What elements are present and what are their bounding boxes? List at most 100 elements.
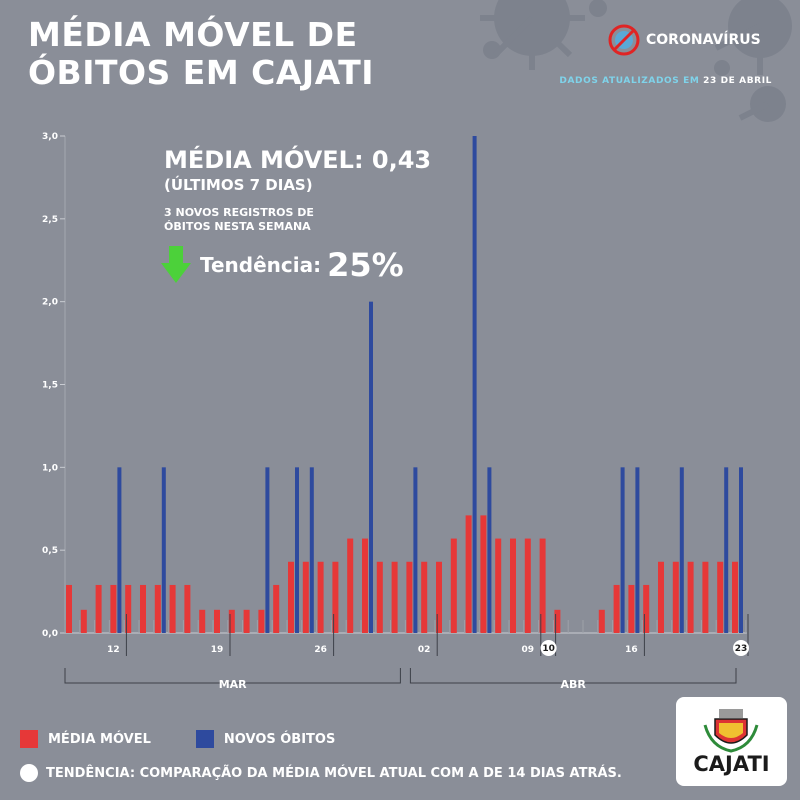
moving-average-bar [450,538,457,633]
x-tick-label: 09 [522,645,535,655]
new-deaths-bar [117,467,122,633]
new-deaths-bar [487,467,492,633]
y-tick-label: 2,5 [42,215,58,225]
coronavirus-badge: CORONAVÍRUS [608,24,761,56]
moving-average-bar [140,584,146,633]
moving-average-bar [288,561,294,633]
y-tick-label: 1,0 [42,463,58,473]
moving-average-bar [421,561,428,633]
moving-average-bar [110,584,117,633]
new-deaths-bar [413,467,418,633]
moving-average-bar [672,561,679,633]
moving-average-bar [465,515,472,633]
moving-average-bar [95,584,102,633]
x-tick-label: 19 [211,645,224,655]
legend-label-moving-average: MÉDIA MÓVEL [48,731,151,747]
moving-average-bar [214,609,220,633]
month-bracket [64,668,401,684]
x-tick-label: 26 [314,645,327,655]
logo-name: CAJATI [693,752,770,776]
moving-average-bar [391,561,398,633]
updated-date: DADOS ATUALIZADOS EM 23 DE ABRIL [559,76,772,86]
moving-average-bar [347,538,354,633]
moving-average-bar [258,609,265,633]
x-tick-label: 23 [735,644,748,654]
moving-average-bar [332,561,339,633]
no-virus-icon [608,24,640,56]
moving-average-bar [732,561,738,633]
moving-average-callout: MÉDIA MÓVEL: 0,43 (ÚLTIMOS 7 DIAS) 3 NOV… [164,146,431,234]
moving-average-bar [273,584,280,633]
moving-average-bar [125,584,132,633]
y-tick-label: 3,0 [42,132,58,142]
moving-average-bar [317,561,324,633]
new-deaths-bar [265,467,270,633]
x-tick-label: 10 [542,644,555,654]
city-crest-icon [703,709,759,753]
new-deaths-bar [635,467,640,633]
y-tick-label: 0,0 [42,629,58,639]
moving-average-bar [598,609,605,633]
trend-label: Tendência: [200,253,322,277]
new-deaths-bar [309,467,314,633]
new-deaths-bar [679,467,684,633]
trend-note-text: TENDÊNCIA: COMPARAÇÃO DA MÉDIA MÓVEL ATU… [46,765,622,781]
x-tick-highlight-icon [733,640,749,656]
legend-swatch-moving-average [20,730,38,748]
y-tick-label: 2,0 [42,298,58,308]
legend-swatch-new-deaths [195,730,214,748]
new-deaths-bar [295,467,299,633]
moving-average-bar [643,584,650,633]
trend-value: 25% [327,246,404,284]
new-deaths-bar [620,467,625,633]
moving-average-bar [228,609,235,633]
moving-average-bar [362,538,368,633]
moving-average-bar [80,609,87,633]
moving-average-bar [480,515,487,633]
x-tick-label: 16 [625,645,638,655]
badge-label: CORONAVÍRUS [646,32,761,48]
moving-average-bar [302,561,309,633]
updated-prefix: DADOS ATUALIZADOS EM [559,76,700,86]
moving-average-bar [184,584,191,633]
month-label: MAR [219,678,247,691]
moving-average-bar [199,609,206,633]
moving-average-bar [436,561,442,633]
moving-average-bar [243,609,250,633]
new-deaths-bar [369,301,373,633]
new-deaths-bar [724,467,729,633]
moving-average-bar [613,584,620,633]
month-bracket [409,668,737,684]
moving-average-bar [628,584,635,633]
new-deaths-bar [161,467,166,633]
moving-average-bar [717,561,724,633]
arrow-down-icon [161,246,191,283]
moving-average-bar [687,561,694,633]
moving-average-bar [510,538,516,633]
new-deaths-bar [739,467,743,633]
moving-average-bar [658,561,664,633]
y-tick-label: 0,5 [42,546,58,556]
moving-average-bar [154,584,161,633]
moving-average-bar [554,609,561,633]
new-deaths-bar [472,136,477,633]
moving-average-bar [169,584,176,633]
x-tick-highlight-icon [540,640,557,656]
trend-indicator: Tendência: 25% [160,246,404,284]
moving-average-bar [524,538,531,633]
moving-average-bar [376,561,383,633]
moving-average-bar [495,538,502,633]
y-tick-label: 1,5 [42,381,58,391]
chart-legend: MÉDIA MÓVEL NOVOS ÓBITOS [20,730,380,748]
x-tick-label: 12 [107,645,120,655]
updated-date-value: 23 DE ABRIL [703,76,772,86]
title-line-2: ÓBITOS EM CAJATI [28,53,374,92]
trend-note: TENDÊNCIA: COMPARAÇÃO DA MÉDIA MÓVEL ATU… [20,764,622,782]
trend-note-dot-icon [20,764,38,782]
month-label: ABR [561,678,587,691]
moving-average-value: MÉDIA MÓVEL: 0,43 [164,146,432,174]
moving-average-bar [702,561,709,633]
legend-label-new-deaths: NOVOS ÓBITOS [223,731,336,747]
